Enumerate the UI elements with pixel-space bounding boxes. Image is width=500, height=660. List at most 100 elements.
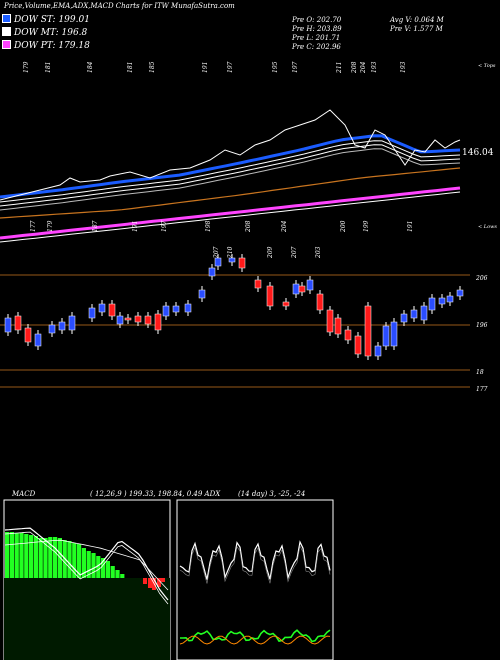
top-tick-label: 184	[87, 61, 94, 73]
candle-body	[208, 267, 216, 277]
plus-di-line	[180, 629, 331, 643]
macd-background	[4, 578, 170, 660]
candle-top-label: 210	[227, 246, 234, 259]
candle-body	[144, 315, 152, 325]
macd-bar	[91, 553, 96, 578]
macd-bar	[81, 548, 86, 578]
top-tick-label: 181	[45, 62, 52, 73]
candle-top-label: 203	[315, 246, 322, 259]
top-tick-label: 208	[351, 61, 358, 74]
candle-body	[306, 279, 314, 291]
price-line	[0, 109, 461, 201]
top-tick-label: 197	[227, 61, 234, 73]
macd-bar	[96, 556, 101, 578]
bottom-tick-label: 197	[161, 220, 168, 232]
top-tick-label: 193	[400, 61, 407, 73]
adx-values: (14 day) 3, -25, -24	[238, 490, 306, 498]
macd-bar	[53, 537, 58, 578]
legend-label-st: DOW ST: 199.01	[14, 15, 90, 25]
legend-label-pt: DOW PT: 179.18	[14, 41, 90, 51]
bottom-tick-label: 191	[407, 221, 414, 232]
ema-pt-line	[0, 186, 461, 240]
legend-swatch-mt	[2, 27, 11, 36]
candle-body	[420, 305, 428, 321]
legend-swatch-pt	[2, 40, 11, 49]
y-axis-label: 18	[476, 369, 484, 376]
candle-top-label: 207	[213, 246, 220, 259]
candle-body	[108, 303, 116, 317]
candle-body	[254, 279, 262, 289]
prev-volume: Pre V: 1.577 M	[390, 25, 443, 33]
bottom-tick-label: 208	[245, 220, 252, 233]
bottom-tick-label: 177	[30, 220, 37, 232]
candle-top-label: 207	[291, 246, 298, 259]
ema-mt-line-1	[0, 140, 461, 203]
candle-body	[334, 317, 342, 335]
candle-body	[88, 307, 96, 319]
bottom-tick-label: 204	[281, 220, 288, 233]
candle-body	[116, 315, 124, 325]
macd-bar	[29, 535, 34, 578]
macd-bar	[110, 566, 115, 578]
macd-label: MACD	[12, 490, 36, 498]
legend-label-mt: DOW MT: 196.8	[14, 28, 88, 38]
candle-body	[282, 301, 290, 307]
macd-bar	[43, 538, 48, 578]
legend-item-mt: DOW MT: 196.8	[0, 27, 90, 40]
candle-body	[68, 315, 76, 331]
macd-trend-line	[4, 539, 169, 591]
candle-body	[326, 309, 334, 333]
candle-body	[410, 309, 418, 319]
legend: DOW ST: 199.01 DOW MT: 196.8 DOW PT: 179…	[0, 14, 90, 53]
candle-body	[124, 317, 132, 321]
candle-body	[184, 303, 192, 313]
macd-bar	[24, 534, 29, 578]
adx-frame	[176, 499, 334, 660]
candle-body	[374, 345, 382, 357]
macd-bar	[9, 532, 14, 578]
macd-bar	[105, 561, 110, 578]
candle-body	[428, 297, 436, 311]
candle-body	[456, 289, 464, 297]
candle-body	[198, 289, 206, 299]
ema-mt-line-3	[0, 148, 461, 211]
candle-body	[58, 321, 66, 331]
macd-bar	[57, 538, 62, 578]
macd-bar	[101, 558, 106, 578]
macd-bar	[38, 538, 43, 578]
ohlc-readout: Pre O: 202.70 Pre H: 203.89 Pre L: 201.7…	[292, 16, 342, 52]
y-axis-label: 196	[476, 322, 488, 329]
candle-body	[134, 315, 142, 323]
candle-body	[214, 257, 222, 267]
candle-body	[390, 321, 398, 347]
bottom-tick-label: 187	[92, 220, 99, 232]
adx-line-shadow	[179, 545, 331, 584]
macd-bar	[14, 533, 19, 578]
macd-bar	[115, 570, 120, 578]
candle-body	[14, 315, 22, 331]
lows-label: < Lows	[478, 224, 497, 230]
candle-body	[438, 297, 446, 305]
macd-bar	[5, 532, 10, 578]
top-tick-label: 191	[202, 62, 209, 73]
macd-bar	[33, 536, 38, 578]
top-tick-label: 211	[336, 62, 343, 74]
y-axis-label: 177	[476, 386, 488, 393]
candle-body	[162, 305, 170, 317]
macd-bar	[48, 537, 53, 578]
top-tick-label: 181	[127, 62, 134, 73]
candle-body	[228, 257, 236, 263]
top-tick-label: 179	[23, 61, 30, 73]
tops-label: < Tops	[478, 63, 496, 69]
avg-volume: Avg V: 0.064 M	[390, 16, 444, 24]
macd-values: ( 12,26,9 ) 199.33, 198.84, 0.49 ADX	[90, 490, 221, 498]
candle-body	[24, 327, 32, 343]
top-tick-label: 195	[272, 61, 279, 73]
y-axis-label: 206	[475, 275, 488, 282]
bottom-tick-label: 198	[205, 220, 212, 232]
candle-body	[4, 317, 12, 333]
ema-pt-line-inner	[0, 191, 461, 243]
candle-body	[400, 313, 408, 323]
low-value: Pre L: 201.71	[292, 34, 341, 42]
